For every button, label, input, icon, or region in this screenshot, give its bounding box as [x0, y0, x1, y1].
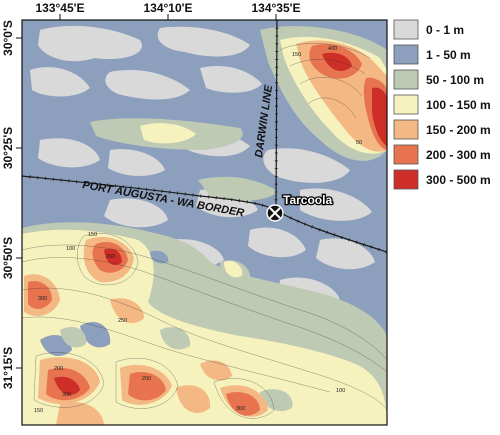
- legend-swatch: [393, 169, 419, 190]
- contour-label: 150: [34, 408, 43, 414]
- contour-lines: [22, 43, 387, 419]
- rail-port-augusta-wa-border: [21, 175, 388, 253]
- contour-label: 150: [88, 232, 97, 238]
- legend-label: 0 - 1 m: [426, 23, 464, 37]
- contour-label: 200: [54, 366, 63, 372]
- railway-lines: [21, 19, 388, 254]
- contour-label: 100: [336, 388, 345, 394]
- contour-label: 200: [106, 254, 115, 260]
- contour-label: 50: [356, 140, 362, 146]
- legend-swatch: [393, 144, 419, 165]
- map-frame: [21, 19, 388, 426]
- town-label: Tarcoola: [283, 193, 332, 207]
- contour-label: 300: [62, 392, 71, 398]
- legend-swatch: [393, 69, 419, 90]
- legend-label: 100 - 150 m: [426, 98, 491, 112]
- y-tick-label: 30°0'S: [1, 20, 15, 56]
- y-tick-label: 30°25'S: [1, 127, 15, 169]
- contour-label: 250: [118, 318, 127, 324]
- legend-swatch: [393, 119, 419, 140]
- contour-label: 300: [236, 406, 245, 412]
- legend-label: 1 - 50 m: [426, 48, 471, 62]
- rail-darwin-line-ties: [274, 19, 279, 211]
- legend-swatch: [393, 94, 419, 115]
- legend-label: 50 - 100 m: [426, 73, 484, 87]
- y-tick-label: 30°50'S: [1, 237, 15, 279]
- x-tick-label: 133°45'E: [35, 1, 84, 15]
- contour-value-labels: 100 150 200 300 250 50 400 150 200 300 1…: [34, 46, 362, 414]
- x-tick-label: 134°10'E: [143, 1, 192, 15]
- town-marker-tarcoola: Tarcoola: [266, 192, 334, 222]
- legend: 0 - 1 m 1 - 50 m 50 - 100 m 100 - 150 m …: [393, 19, 491, 190]
- contour-label: 200: [142, 376, 151, 382]
- zone-1-50m-holes: [40, 250, 169, 356]
- elevation-map: [22, 20, 387, 425]
- contour-label: 300: [38, 296, 47, 302]
- legend-swatch: [393, 44, 419, 65]
- legend-label: 200 - 300 m: [426, 148, 491, 162]
- town-marker-cross: [269, 207, 281, 219]
- legend-swatch: [393, 19, 419, 40]
- legend-label: 150 - 200 m: [426, 123, 491, 137]
- contour-label: 150: [292, 52, 301, 58]
- zone-300-500m: [54, 52, 387, 395]
- x-tick-label: 134°35'E: [251, 1, 300, 15]
- legend-label: 300 - 500 m: [426, 173, 491, 187]
- axis-ticks: [16, 14, 277, 369]
- contour-label: 100: [66, 246, 75, 252]
- y-tick-label: 31°15'S: [1, 347, 15, 389]
- contour-label: 400: [328, 46, 337, 52]
- zone-50-100m-rings: [60, 326, 293, 412]
